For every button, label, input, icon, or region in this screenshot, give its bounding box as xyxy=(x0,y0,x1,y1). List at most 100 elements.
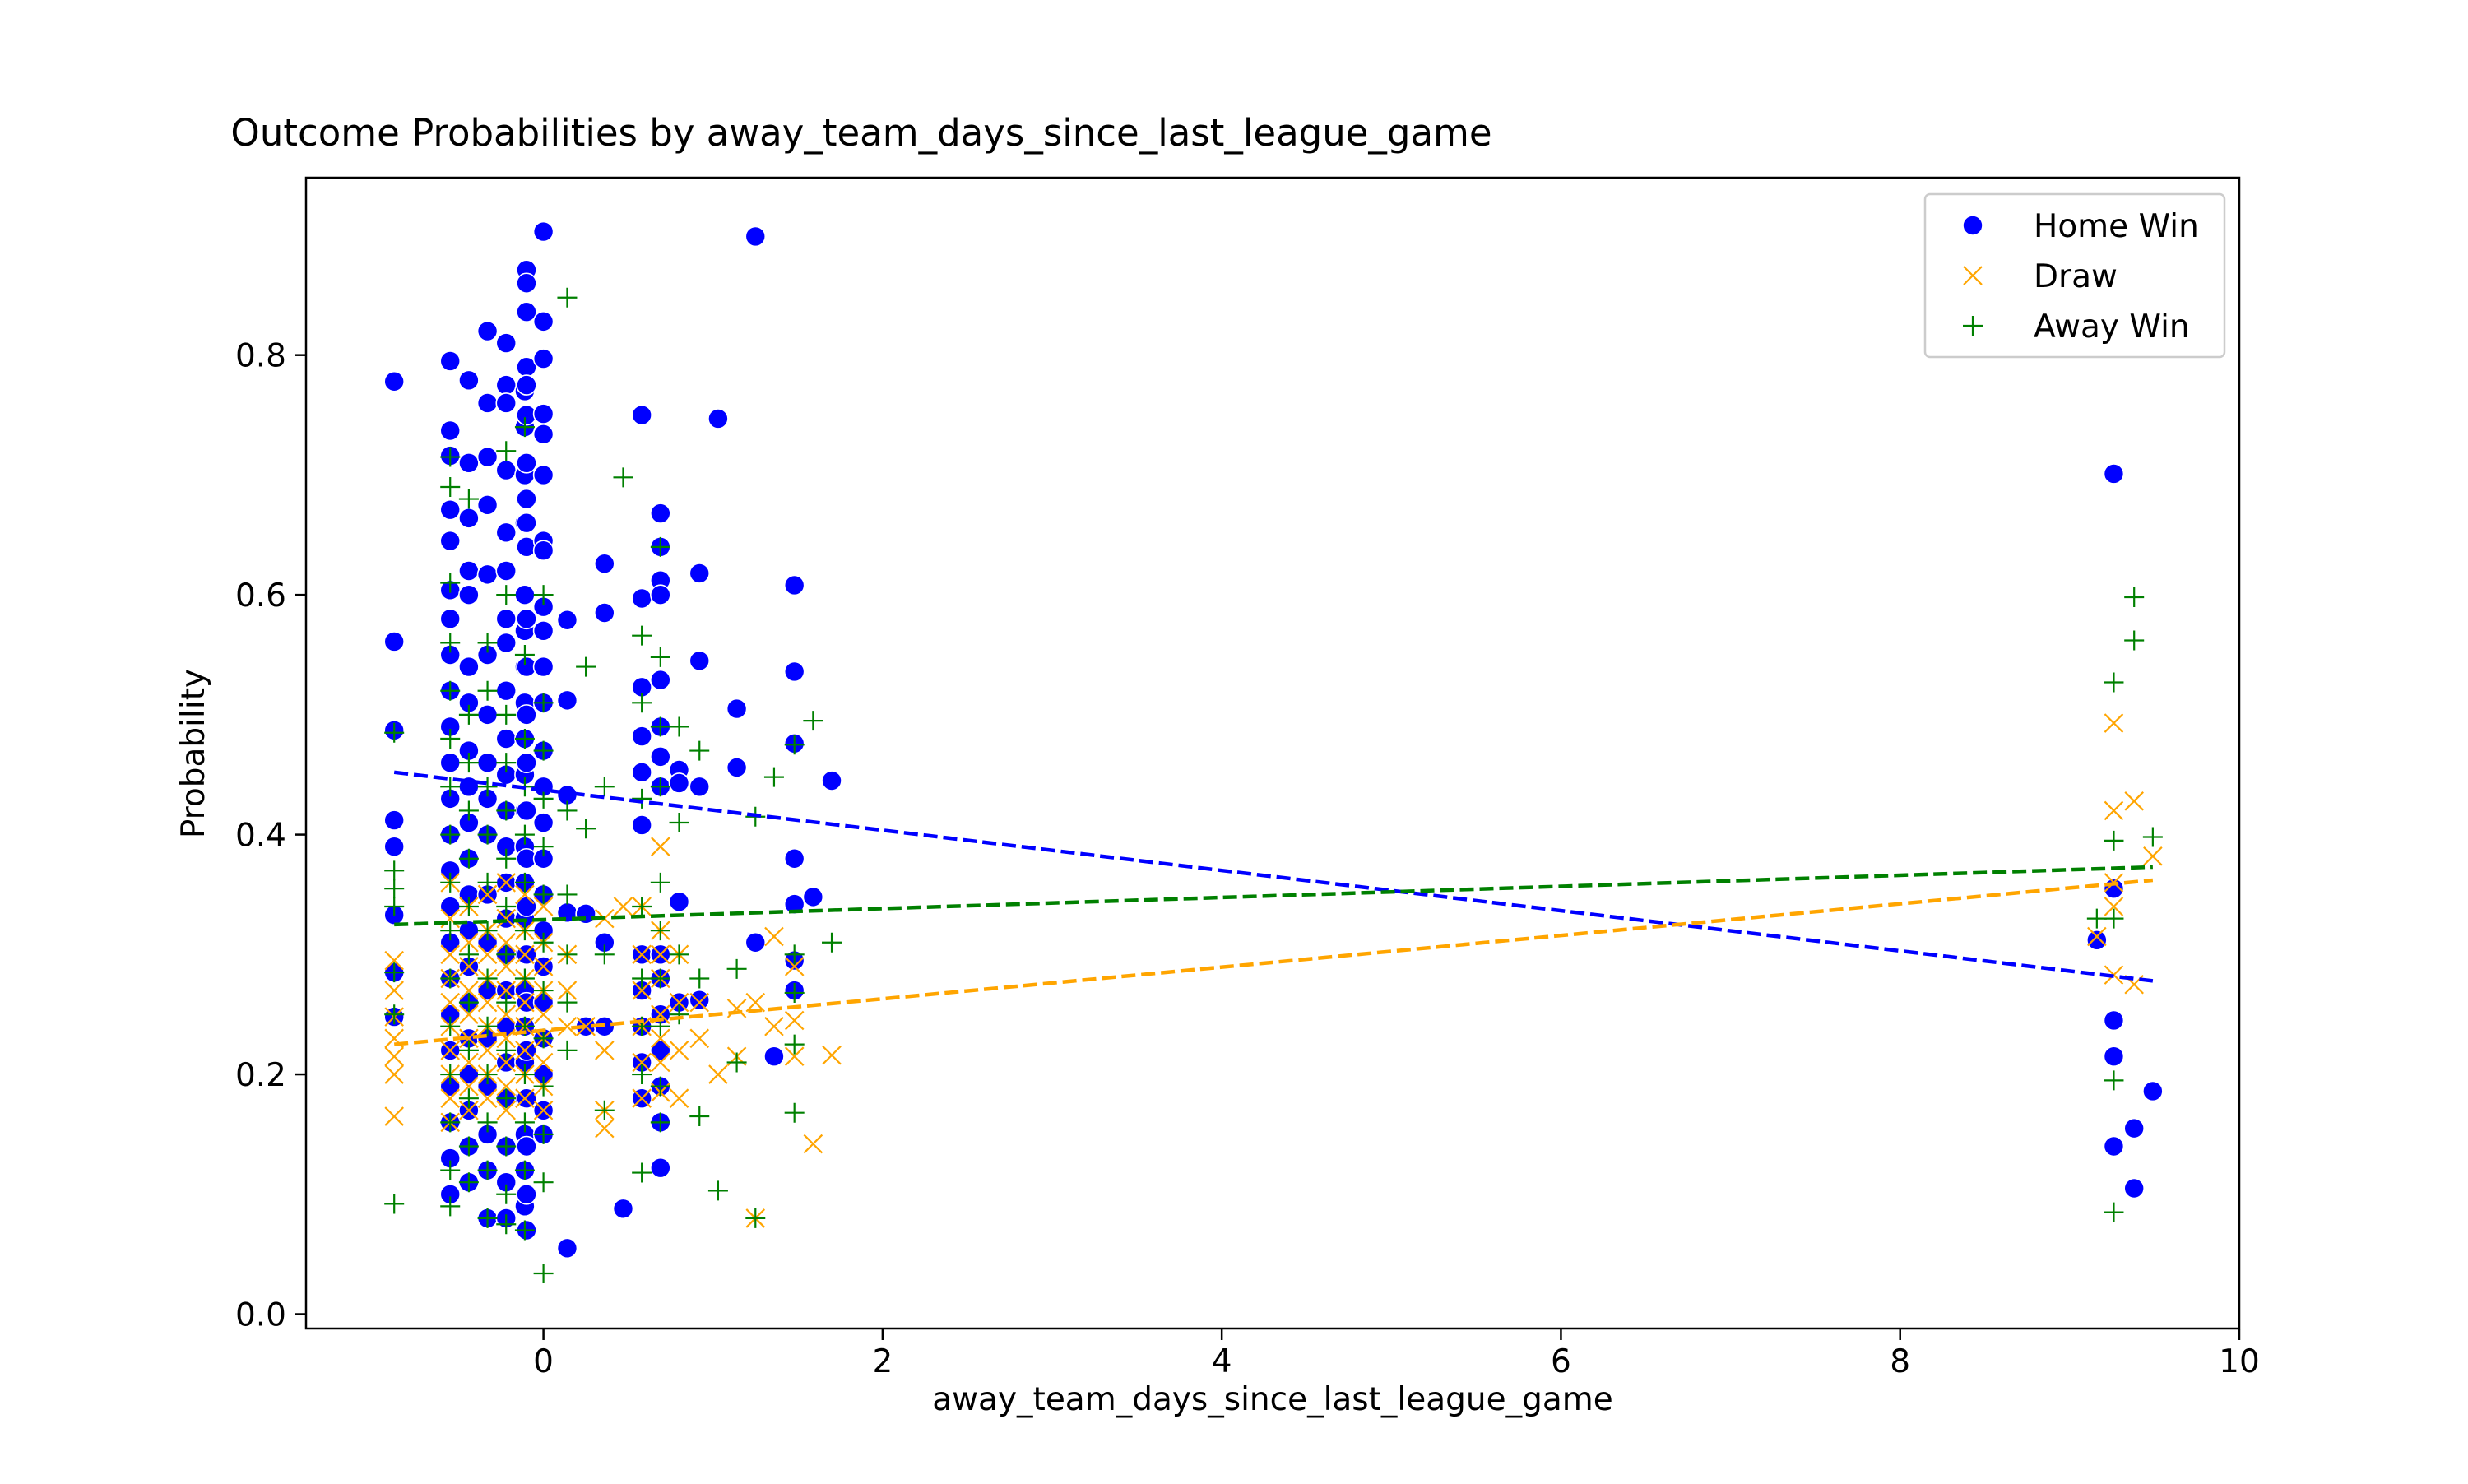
point-away-win xyxy=(384,962,405,983)
point-away-win xyxy=(784,1034,805,1055)
legend-label-home-win: Home Win xyxy=(2034,208,2199,245)
legend-item-home-win: Home Win xyxy=(1962,208,2199,245)
point-away-win xyxy=(2142,827,2163,847)
y-tick-label: 0.4 xyxy=(235,818,286,855)
point-draw xyxy=(595,1118,615,1139)
point-away-win xyxy=(514,872,535,893)
point-home-win xyxy=(2103,1009,2125,1032)
point-home-win xyxy=(668,772,690,794)
point-home-win xyxy=(476,392,499,414)
point-draw xyxy=(784,1046,805,1066)
y-tick-label: 0.8 xyxy=(235,338,286,375)
point-home-win xyxy=(476,320,499,342)
point-away-win xyxy=(632,1162,652,1183)
point-away-win xyxy=(496,897,517,917)
point-draw xyxy=(496,1100,517,1120)
point-away-win xyxy=(458,800,479,821)
point-draw xyxy=(557,1016,578,1036)
point-away-win xyxy=(496,1214,517,1235)
point-home-win xyxy=(383,370,405,392)
point-draw xyxy=(477,884,498,905)
series-away-win xyxy=(384,287,2163,1283)
series-draw xyxy=(384,713,2163,1228)
point-away-win xyxy=(440,824,461,845)
point-home-win xyxy=(458,508,480,529)
point-away-win xyxy=(496,1088,517,1109)
point-away-win xyxy=(745,1208,766,1228)
point-away-win xyxy=(514,968,535,989)
legend-label-away-win: Away Win xyxy=(2034,308,2190,345)
point-home-win xyxy=(476,563,499,586)
point-draw xyxy=(515,1088,535,1108)
point-away-win xyxy=(458,1088,479,1109)
point-away-win xyxy=(803,711,823,731)
point-away-win xyxy=(440,921,461,941)
point-away-win xyxy=(458,992,479,1013)
point-away-win xyxy=(384,1194,405,1214)
point-draw xyxy=(496,1004,517,1024)
point-away-win xyxy=(384,1004,405,1025)
point-draw xyxy=(632,944,652,965)
point-away-win xyxy=(496,1040,517,1060)
point-away-win xyxy=(689,968,710,989)
point-home-win xyxy=(650,1040,671,1061)
legend: Home Win Draw Away Win xyxy=(1923,192,2226,359)
point-draw xyxy=(515,884,535,905)
point-away-win xyxy=(632,968,652,989)
point-home-win xyxy=(516,272,537,294)
point-away-win xyxy=(650,716,670,737)
point-away-win xyxy=(496,800,517,821)
point-home-win xyxy=(476,446,499,468)
point-home-win xyxy=(458,1064,480,1085)
point-draw xyxy=(784,957,805,976)
point-home-win xyxy=(631,762,652,783)
point-away-win xyxy=(514,1220,535,1241)
point-draw xyxy=(784,1010,805,1031)
point-home-win xyxy=(689,776,711,798)
point-away-win xyxy=(440,729,461,749)
point-away-win xyxy=(632,693,652,713)
point-away-win xyxy=(2104,672,2124,693)
point-away-win xyxy=(669,1004,689,1025)
point-home-win xyxy=(516,488,537,510)
point-draw xyxy=(384,1046,404,1066)
point-home-win xyxy=(495,632,517,654)
point-away-win xyxy=(726,1052,747,1073)
point-draw xyxy=(515,992,535,1013)
point-away-win xyxy=(440,872,461,893)
point-away-win xyxy=(632,788,652,809)
point-away-win xyxy=(496,848,517,869)
point-away-win xyxy=(669,813,689,833)
point-draw xyxy=(459,1052,479,1073)
point-away-win xyxy=(496,753,517,773)
point-away-win xyxy=(533,693,554,713)
point-away-win xyxy=(458,944,479,965)
point-home-win xyxy=(495,332,517,354)
point-away-win xyxy=(440,633,461,653)
point-away-win xyxy=(650,777,670,797)
point-home-win xyxy=(516,800,537,822)
point-away-win xyxy=(533,981,554,1001)
point-away-win xyxy=(613,467,633,488)
x-tick-label: 2 xyxy=(872,1343,893,1380)
point-away-win xyxy=(650,921,670,941)
point-home-win xyxy=(458,369,480,392)
point-draw xyxy=(496,981,517,1000)
point-away-win xyxy=(477,872,498,893)
point-home-win xyxy=(439,608,462,630)
point-away-win xyxy=(557,884,578,905)
point-away-win xyxy=(533,1076,554,1097)
point-away-win xyxy=(477,633,498,653)
point-draw xyxy=(459,1004,479,1024)
point-home-win xyxy=(2103,1046,2125,1067)
point-away-win xyxy=(557,1040,578,1060)
point-draw xyxy=(384,981,404,1000)
point-home-win xyxy=(612,1198,634,1220)
point-away-win xyxy=(784,944,805,965)
point-away-win xyxy=(689,740,710,761)
y-axis-label: Probability xyxy=(175,669,212,838)
point-draw xyxy=(613,897,633,916)
point-draw xyxy=(459,1100,479,1120)
point-away-win xyxy=(632,1064,652,1085)
point-away-win xyxy=(2124,587,2145,608)
